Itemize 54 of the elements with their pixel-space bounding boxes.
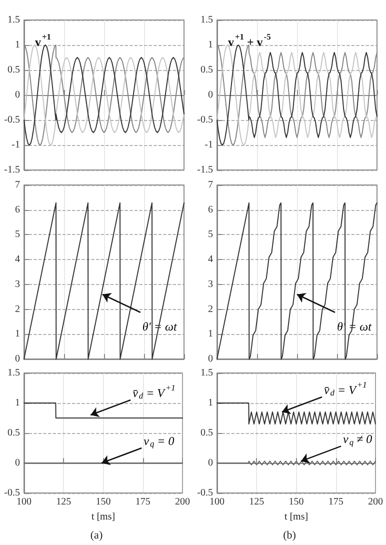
y-tick-label: 4 — [208, 254, 213, 266]
y-tick-label: 6 — [208, 204, 213, 216]
y-tick-label: -1 — [204, 140, 213, 150]
y-tick-label: 1.5 — [200, 368, 213, 378]
x-tick-label: 200 — [175, 496, 190, 508]
y-tick-label: 3 — [208, 278, 213, 290]
y-tick-label: 0 — [15, 90, 20, 100]
y-tick-label: -0.5 — [197, 114, 213, 126]
x-tick-label: 175 — [135, 496, 150, 508]
x-tick-label: 150 — [96, 496, 111, 508]
y-tick-label: 0 — [208, 90, 213, 100]
x-tick-label: 150 — [288, 496, 304, 508]
y-tick-label: 4 — [15, 254, 20, 266]
y-tick-label: 6 — [15, 204, 20, 216]
y-tick-label: -0.5 — [4, 488, 20, 498]
y-tick-label: 1 — [15, 328, 20, 340]
x-tick-label: 200 — [368, 496, 383, 508]
y-tick-label: 0.5 — [8, 64, 20, 76]
y-tick-label: 7 — [208, 180, 213, 190]
y-tick-label: 5 — [208, 229, 213, 240]
y-tick-label: 1.5 — [8, 14, 20, 26]
x-tick-label: 100 — [210, 496, 224, 508]
text: (a) — [90, 530, 103, 542]
y-tick-label: 1 — [208, 40, 213, 50]
y-tick-label: 1 — [208, 328, 213, 340]
y-tick-label: 7 — [15, 180, 20, 190]
y-tick-label: 1 — [15, 40, 20, 50]
y-tick-label: 2 — [15, 304, 20, 315]
y-tick-label: -1.5 — [197, 164, 213, 176]
y-tick-label: 1 — [15, 398, 20, 408]
x-axis-title: t [ms] — [91, 511, 116, 522]
y-tick-label: 0.5 — [200, 428, 213, 438]
y-tick-label: 0.5 — [8, 428, 20, 438]
y-tick-label: 5 — [15, 229, 20, 240]
y-tick-label: 0.5 — [200, 64, 213, 76]
y-tick-label: 0 — [15, 354, 20, 364]
y-tick-label: -1.5 — [4, 164, 20, 176]
y-tick-label: 1.5 — [8, 368, 20, 378]
y-tick-label: 2 — [208, 304, 213, 315]
y-tick-label: 0 — [208, 458, 213, 468]
y-tick-label: 1 — [208, 398, 213, 408]
y-tick-label: 0 — [208, 354, 213, 364]
x-tick-label: 100 — [16, 496, 32, 508]
x-axis-title: t [ms] — [284, 511, 308, 522]
y-tick-label: -1 — [12, 140, 20, 150]
y-tick-label: -0.5 — [197, 488, 213, 498]
x-tick-label: 125 — [56, 496, 72, 508]
text: (b) — [283, 530, 296, 542]
y-tick-label: 0 — [15, 458, 20, 468]
x-tick-label: 175 — [328, 496, 344, 508]
x-tick-label: 125 — [249, 496, 264, 508]
y-tick-label: -0.5 — [4, 114, 20, 126]
y-tick-label: 1.5 — [200, 14, 213, 26]
y-tick-label: 3 — [15, 278, 20, 290]
